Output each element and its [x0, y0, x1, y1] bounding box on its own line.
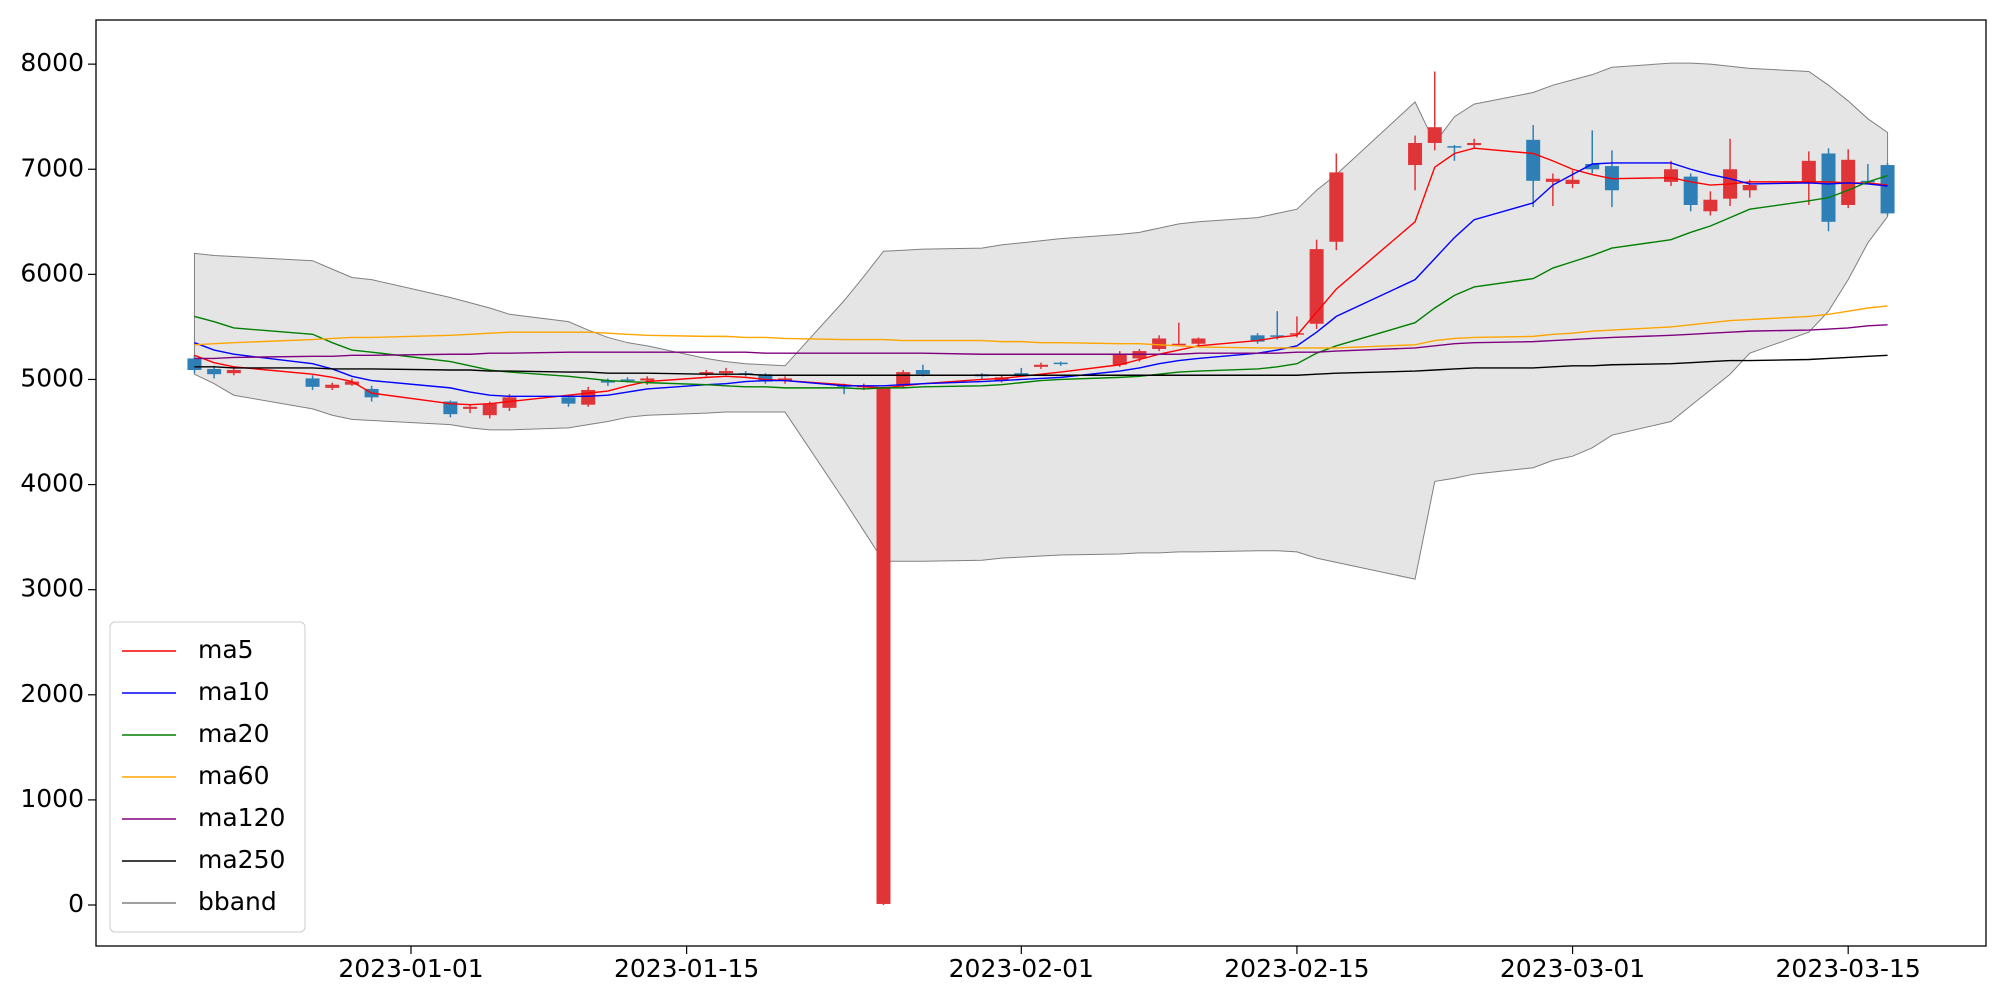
y-tick-label: 6000 — [20, 258, 84, 287]
candle-body — [600, 380, 615, 383]
candle-body — [187, 358, 202, 371]
candle-body — [876, 388, 891, 904]
ma-line — [194, 147, 1888, 406]
candle-body — [1585, 163, 1600, 170]
candle-body — [344, 381, 359, 385]
plot-marks — [187, 62, 1895, 906]
candle-body — [1408, 142, 1423, 166]
candle-body — [1034, 364, 1048, 367]
legend-label: ma120 — [198, 803, 285, 832]
candle-body — [1171, 343, 1186, 346]
candle-body — [1801, 160, 1816, 182]
candle-body — [1191, 338, 1206, 344]
ma-line — [194, 305, 1888, 349]
candle-body — [1821, 153, 1836, 222]
ma-line — [194, 354, 1888, 376]
candle-body — [1014, 373, 1029, 375]
candle-body — [1112, 354, 1127, 365]
candle-body — [915, 370, 930, 375]
y-tick-label: 5000 — [20, 363, 84, 392]
legend-label: ma60 — [198, 761, 269, 790]
legend-label: bband — [198, 887, 277, 916]
y-tick-label: 1000 — [20, 784, 84, 813]
candle-body — [1565, 179, 1580, 184]
y-tick-label: 0 — [68, 889, 84, 918]
candle-body — [1742, 185, 1757, 191]
y-tick-label: 3000 — [20, 574, 84, 603]
ma-line — [194, 162, 1888, 397]
candle-body — [482, 403, 497, 416]
candle-body — [699, 372, 714, 375]
legend-label: ma5 — [198, 635, 254, 664]
x-tick-label: 2023-03-15 — [1776, 954, 1921, 983]
candle-body — [1467, 142, 1482, 146]
plot-frame — [95, 19, 1987, 947]
candle-body — [325, 384, 340, 388]
candle-body — [1447, 146, 1462, 148]
candle-body — [207, 368, 222, 375]
candle-body — [226, 370, 241, 374]
candle-body — [719, 371, 733, 374]
x-tick-label: 2023-01-01 — [338, 954, 483, 983]
candle-body — [1703, 199, 1718, 212]
candle-body — [1683, 176, 1698, 205]
candle-body — [758, 374, 773, 382]
candle-body — [1545, 178, 1560, 182]
candle-body — [640, 378, 655, 381]
y-tick-label: 2000 — [20, 679, 84, 708]
candle-body — [1880, 165, 1895, 214]
ma-line — [194, 324, 1888, 360]
x-tick-label: 2023-02-15 — [1224, 954, 1369, 983]
candle-body — [896, 372, 911, 386]
candle-body — [561, 397, 576, 404]
x-tick-label: 2023-01-15 — [614, 954, 759, 983]
candle-body — [620, 379, 635, 381]
x-tick-label: 2023-02-01 — [949, 954, 1094, 983]
candle-body — [1152, 338, 1167, 349]
candle-body — [1289, 333, 1304, 335]
candle-body — [463, 406, 478, 409]
legend-label: ma250 — [198, 845, 285, 874]
candle-body — [1270, 335, 1285, 337]
candle-body — [1427, 127, 1442, 143]
candle-body — [1053, 362, 1068, 365]
candle-body — [1329, 172, 1344, 242]
candle-body — [305, 378, 320, 387]
candle-body — [1309, 249, 1324, 324]
y-tick-label: 7000 — [20, 153, 84, 182]
y-tick-label: 8000 — [20, 48, 84, 77]
legend-label: ma20 — [198, 719, 269, 748]
candle-body — [1250, 335, 1265, 342]
x-tick-label: 2023-03-01 — [1500, 954, 1645, 983]
candle-body — [443, 401, 458, 415]
legend-label: ma10 — [198, 677, 269, 706]
legend-box — [109, 621, 306, 933]
candle-body — [778, 378, 793, 381]
candle-body — [1664, 169, 1678, 182]
candle-body — [1526, 139, 1541, 181]
candle-body — [502, 397, 517, 408]
y-tick-label: 4000 — [20, 469, 84, 498]
bband-area — [193, 62, 1889, 580]
